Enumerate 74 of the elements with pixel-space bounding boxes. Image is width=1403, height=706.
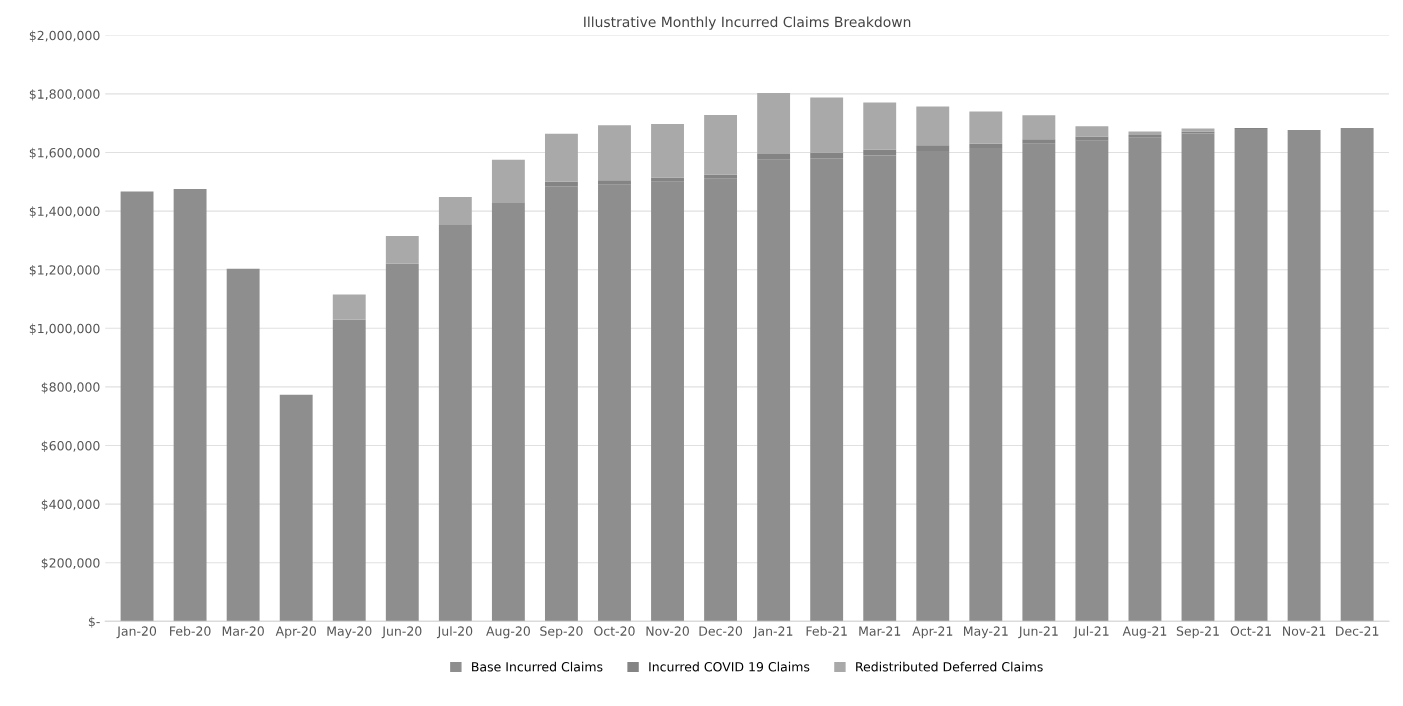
bar [438, 224, 472, 622]
x-tick-label: Jun-20 [381, 626, 422, 639]
y-tick-label: $200,000 [41, 557, 100, 570]
bar [332, 294, 366, 320]
y-tick-label: $1,600,000 [29, 147, 100, 160]
x-tick-label: Jul-21 [1073, 626, 1109, 639]
y-tick-label: $2,000,000 [29, 30, 100, 42]
x-tick-label: Jan-20 [116, 626, 157, 639]
bar [173, 189, 207, 622]
y-tick-label: $1,400,000 [29, 206, 100, 218]
bar [1234, 129, 1268, 622]
x-tick-label: May-20 [327, 626, 372, 639]
legend-label: Incurred COVID 19 Claims [649, 661, 810, 672]
bar [651, 181, 684, 622]
y-tick-label: $1,800,000 [29, 89, 100, 101]
x-tick-label: Mar-21 [859, 626, 901, 636]
bar [385, 263, 419, 622]
bar [438, 197, 472, 225]
bar [491, 202, 525, 622]
bar [969, 148, 1003, 622]
bar [704, 178, 738, 622]
chart-title: Illustrative Monthly Incurred Claims Breakdown [584, 16, 911, 30]
x-tick-label: May-21 [964, 626, 1008, 639]
x-tick-label: Oct-20 [594, 626, 635, 636]
x-tick-label: Dec-21 [1336, 626, 1379, 636]
legend-label: Redistributed Deferred Claims [856, 661, 1043, 672]
legend-label: Base Incurred Claims [472, 661, 603, 672]
bar [226, 268, 260, 622]
x-tick-label: Aug-20 [486, 626, 530, 639]
bar [704, 114, 738, 175]
bar [544, 186, 578, 622]
bar [120, 191, 154, 622]
bar [544, 133, 578, 182]
bar [1075, 140, 1109, 622]
bar [1128, 137, 1162, 622]
bar [1287, 129, 1321, 622]
x-tick-label: Apr-21 [912, 626, 953, 639]
bar [491, 159, 525, 203]
y-tick-label: $400,000 [41, 499, 100, 511]
x-tick-label: Sep-20 [540, 626, 583, 639]
bar [810, 97, 844, 153]
bar [1022, 143, 1056, 622]
bar [279, 394, 313, 622]
bar [1075, 126, 1109, 137]
x-tick-label: Nov-21 [1283, 626, 1326, 636]
y-tick-label: $1,200,000 [29, 264, 100, 277]
x-tick-label: Aug-21 [1122, 626, 1167, 639]
x-tick-label: Mar-20 [222, 626, 264, 636]
y-tick-label: $- [88, 616, 100, 628]
bar [863, 102, 897, 150]
x-tick-label: Jan-21 [753, 626, 793, 639]
bar [332, 319, 366, 622]
bar [598, 125, 631, 181]
bar [1022, 115, 1056, 140]
x-tick-label: Sep-21 [1176, 626, 1219, 639]
x-tick-label: Dec-20 [699, 626, 743, 636]
y-tick-label: $800,000 [41, 382, 100, 394]
y-tick-label: $1,000,000 [29, 323, 100, 335]
x-tick-label: Feb-20 [170, 626, 211, 636]
bar [1181, 133, 1215, 622]
x-tick-label: Feb-21 [806, 626, 847, 636]
bar [651, 124, 684, 178]
x-tick-label: Nov-20 [646, 626, 689, 636]
bar [598, 184, 631, 622]
bar [385, 236, 419, 264]
x-tick-label: Jul-20 [436, 626, 473, 639]
bar [757, 93, 791, 154]
x-tick-label: Jun-21 [1018, 626, 1058, 639]
y-tick-label: $600,000 [41, 440, 100, 453]
bar [916, 106, 950, 146]
x-tick-label: Oct-21 [1230, 626, 1271, 636]
bar [969, 111, 1003, 144]
x-tick-label: Apr-20 [275, 626, 316, 639]
bar [1340, 127, 1374, 622]
